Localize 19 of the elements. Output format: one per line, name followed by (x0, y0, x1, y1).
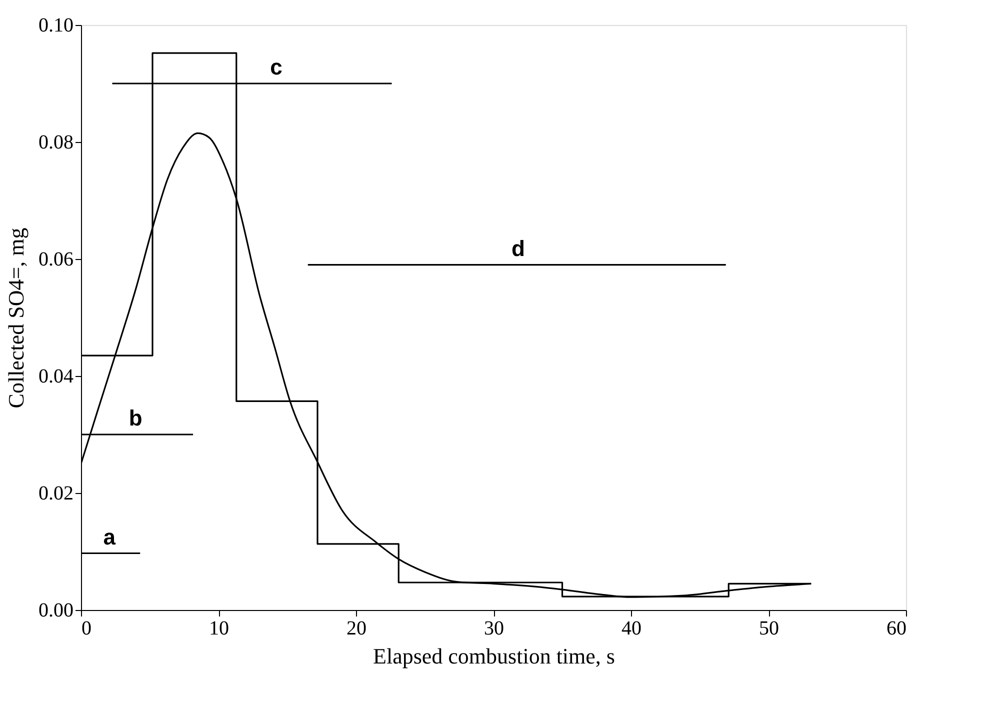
annotation: c (270, 54, 282, 80)
y-tick-label: 0.00 (38, 600, 74, 622)
annotation: a (103, 524, 116, 550)
annotation: d (512, 236, 525, 261)
y-tick-label: 0.06 (38, 248, 74, 270)
x-tick-label: 50 (759, 618, 779, 640)
x-tick-label: 20 (346, 618, 366, 640)
y-tick-label: 0.04 (38, 366, 74, 388)
x-tick-label: 0 (82, 618, 92, 640)
x-tick-label: 60 (886, 618, 906, 640)
y-axis-title: Collected SO4=, mg (4, 228, 28, 408)
x-tick-label: 10 (209, 618, 229, 640)
x-tick-label: 40 (622, 618, 642, 640)
y-tick-label: 0.02 (38, 482, 74, 504)
annotation: b (128, 406, 142, 430)
x-tick-label: 30 (484, 618, 504, 640)
x-axis-title: Elapsed combustion time, s (373, 644, 615, 668)
y-tick-label: 0.10 (38, 14, 74, 36)
y-tick-label: 0.08 (38, 132, 74, 154)
